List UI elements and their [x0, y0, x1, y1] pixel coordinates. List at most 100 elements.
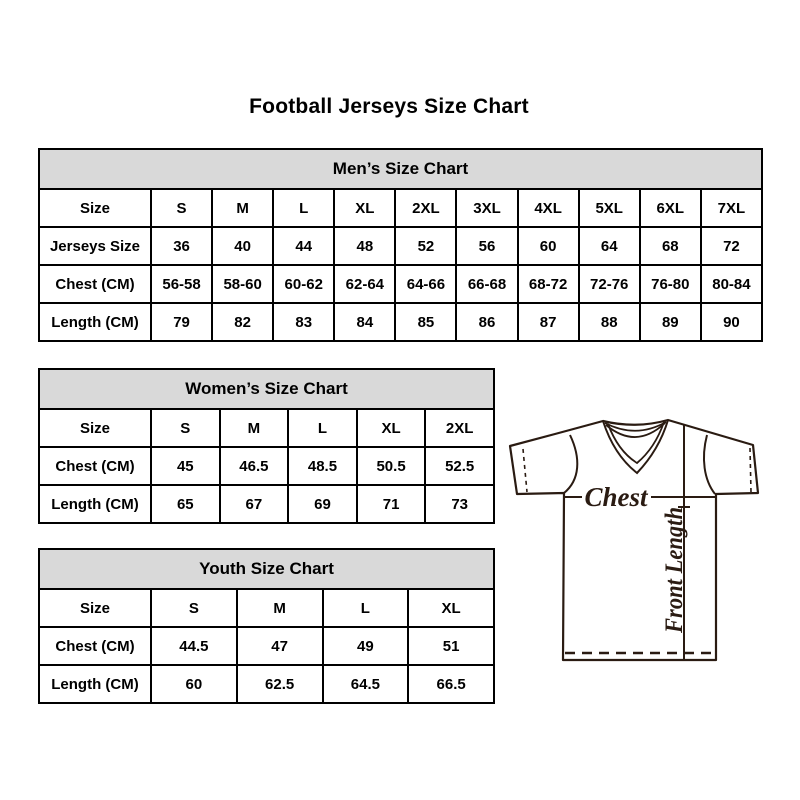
value-cell: 60: [516, 226, 580, 266]
value-cell: 49: [321, 626, 410, 666]
value-cell: 45: [150, 446, 221, 486]
right-sleeve-seam: [702, 434, 716, 495]
value-cell: 72: [699, 226, 764, 266]
value-cell: 79: [149, 302, 214, 342]
collar-arc-inner-2: [605, 422, 666, 438]
value-cell: 85: [394, 302, 458, 342]
value-cell: 7XL: [699, 188, 764, 228]
table-row: Length (CM) 79 82 83 84 85 86 87 88 89 90: [38, 302, 764, 342]
jersey-outline: [508, 418, 760, 662]
table-row: Size S M L XL: [38, 588, 495, 628]
value-cell: 65: [150, 484, 221, 524]
jersey-measurement-diagram: Chest Front Length: [508, 418, 760, 662]
value-cell: M: [218, 408, 290, 448]
row-label-cell: Size: [38, 188, 152, 228]
value-cell: 46.5: [218, 446, 290, 486]
table-row: Chest (CM) 44.5 47 49 51: [38, 626, 495, 666]
row-label-cell: Chest (CM): [38, 446, 152, 486]
value-cell: 62-64: [333, 264, 397, 304]
value-cell: 86: [455, 302, 519, 342]
value-cell: 2XL: [424, 408, 495, 448]
value-cell: 82: [211, 302, 275, 342]
row-label-cell: Length (CM): [38, 302, 152, 342]
value-cell: 4XL: [516, 188, 580, 228]
row-label-cell: Jerseys Size: [38, 226, 152, 266]
value-cell: 40: [211, 226, 275, 266]
value-cell: 64-66: [394, 264, 458, 304]
value-cell: 47: [235, 626, 324, 666]
value-cell: 2XL: [394, 188, 458, 228]
left-sleeve-seam: [563, 434, 579, 494]
row-label-cell: Size: [38, 408, 152, 448]
value-cell: 52: [394, 226, 458, 266]
value-cell: S: [150, 408, 221, 448]
value-cell: 73: [424, 484, 495, 524]
value-cell: S: [149, 188, 214, 228]
value-cell: 66.5: [407, 664, 495, 704]
value-cell: 68-72: [516, 264, 580, 304]
chest-label: Chest: [584, 482, 649, 512]
value-cell: 83: [272, 302, 336, 342]
value-cell: 71: [355, 484, 427, 524]
value-cell: 44: [272, 226, 336, 266]
front-length-label: Front Length: [661, 507, 688, 634]
value-cell: 51: [407, 626, 495, 666]
table-title: Men’s Size Chart: [38, 148, 763, 190]
table-row: Size S M L XL 2XL: [38, 408, 495, 448]
value-cell: 6XL: [638, 188, 702, 228]
row-label-cell: Chest (CM): [38, 264, 152, 304]
table-title: Women’s Size Chart: [38, 368, 495, 410]
value-cell: 72-76: [577, 264, 641, 304]
value-cell: 5XL: [577, 188, 641, 228]
value-cell: 87: [516, 302, 580, 342]
value-cell: 66-68: [455, 264, 519, 304]
value-cell: 36: [149, 226, 214, 266]
value-cell: 58-60: [211, 264, 275, 304]
table-row: Jerseys Size 36 40 44 48 52 56 60 64 68 72: [38, 226, 764, 266]
value-cell: XL: [407, 588, 495, 628]
table-title-row: Men’s Size Chart: [38, 148, 763, 190]
value-cell: 48.5: [287, 446, 358, 486]
left-cuff-dashed-line: [522, 448, 528, 493]
table-row: Chest (CM) 45 46.5 48.5 50.5 52.5: [38, 446, 495, 486]
table-row: Length (CM) 65 67 69 71 73: [38, 484, 495, 524]
value-cell: 62.5: [235, 664, 324, 704]
table-title: Youth Size Chart: [38, 548, 495, 590]
value-cell: 90: [699, 302, 764, 342]
row-label-cell: Length (CM): [38, 484, 152, 524]
value-cell: M: [211, 188, 275, 228]
value-cell: 48: [333, 226, 397, 266]
value-cell: 64.5: [321, 664, 410, 704]
value-cell: 50.5: [355, 446, 427, 486]
value-cell: 64: [577, 226, 641, 266]
value-cell: 60: [150, 664, 238, 704]
row-label-cell: Chest (CM): [38, 626, 152, 666]
value-cell: 76-80: [638, 264, 702, 304]
value-cell: 80-84: [699, 264, 764, 304]
value-cell: 60-62: [272, 264, 336, 304]
value-cell: XL: [333, 188, 397, 228]
value-cell: 67: [218, 484, 290, 524]
value-cell: 84: [333, 302, 397, 342]
table-row: Chest (CM) 56-58 58-60 60-62 62-64 64-66 66-68…: [38, 264, 764, 304]
value-cell: 3XL: [455, 188, 519, 228]
row-label-cell: Size: [38, 588, 152, 628]
value-cell: 68: [638, 226, 702, 266]
value-cell: S: [150, 588, 238, 628]
row-label-cell: Length (CM): [38, 664, 152, 704]
youth-size-table: Youth Size Chart Size S M L XL Chest (CM) 44.5 4…: [38, 548, 495, 704]
value-cell: L: [287, 408, 358, 448]
page-title: Football Jerseys Size Chart: [249, 95, 529, 118]
vneck-inner-line: [607, 421, 665, 465]
collar-arc-inner-1: [604, 421, 667, 432]
value-cell: 88: [577, 302, 641, 342]
value-cell: 52.5: [424, 446, 495, 486]
value-cell: XL: [355, 408, 427, 448]
value-cell: 56: [455, 226, 519, 266]
table-row: Length (CM) 60 62.5 64.5 66.5: [38, 664, 495, 704]
value-cell: 69: [287, 484, 358, 524]
mens-size-table: Men’s Size Chart Size S M L XL 2XL 3XL 4XL 5XL 6XL…: [38, 148, 764, 342]
vneck-outer-line: [602, 419, 669, 475]
value-cell: L: [321, 588, 410, 628]
table-title-row: Women’s Size Chart: [38, 368, 495, 410]
